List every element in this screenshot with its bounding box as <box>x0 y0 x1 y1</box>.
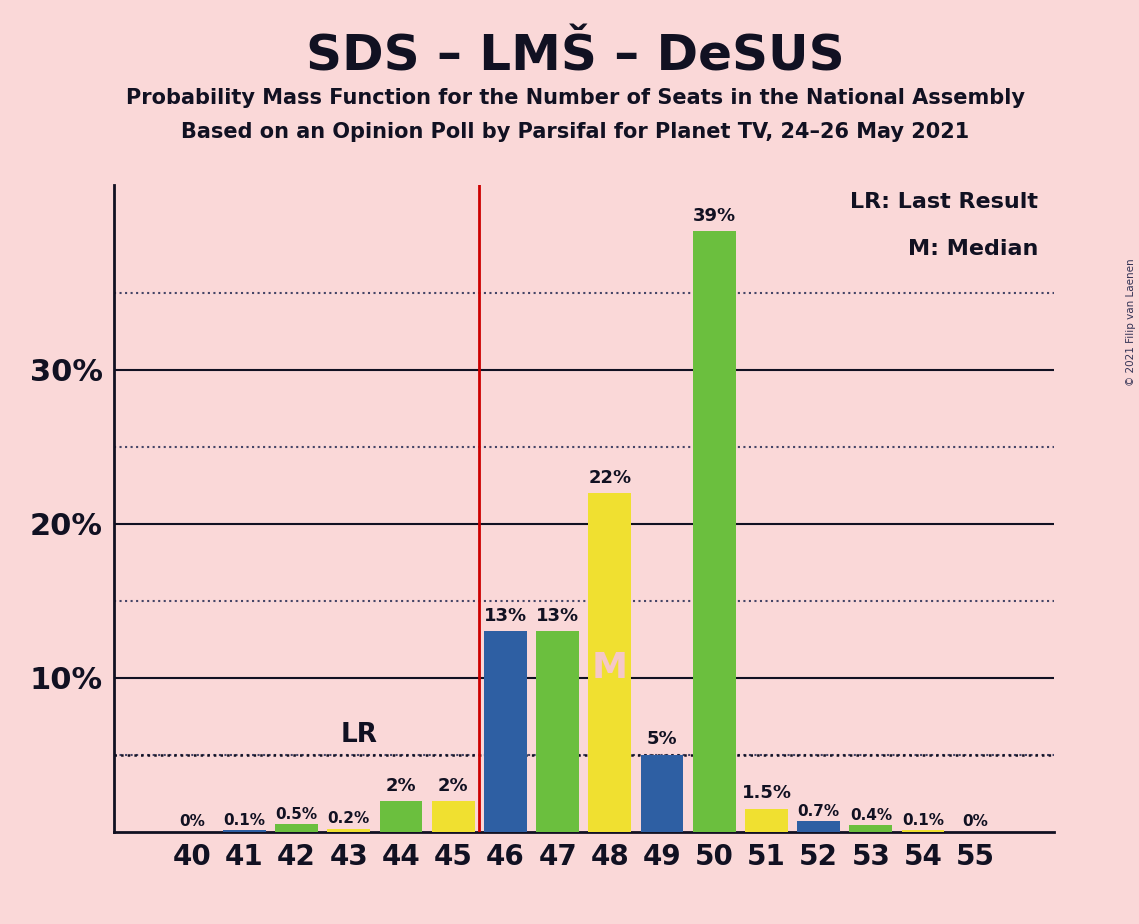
Text: M: M <box>592 651 628 686</box>
Bar <box>693 231 736 832</box>
Text: 0%: 0% <box>179 813 205 829</box>
Text: SDS – LMŠ – DeSUS: SDS – LMŠ – DeSUS <box>306 32 844 80</box>
Bar <box>902 830 944 832</box>
Bar <box>640 755 683 832</box>
Text: 13%: 13% <box>536 607 580 626</box>
Text: 0.4%: 0.4% <box>850 808 892 823</box>
Text: Based on an Opinion Poll by Parsifal for Planet TV, 24–26 May 2021: Based on an Opinion Poll by Parsifal for… <box>181 122 969 142</box>
Text: 0.7%: 0.7% <box>797 804 839 819</box>
Text: 13%: 13% <box>484 607 527 626</box>
Text: 2%: 2% <box>437 777 468 795</box>
Bar <box>432 801 475 832</box>
Text: 5%: 5% <box>647 731 678 748</box>
Text: 0.1%: 0.1% <box>902 813 944 828</box>
Text: LR: LR <box>341 723 378 748</box>
Text: 39%: 39% <box>693 207 736 225</box>
Text: LR: Last Result: LR: Last Result <box>850 192 1038 213</box>
Bar <box>223 830 265 832</box>
Bar <box>276 824 318 832</box>
Text: 1.5%: 1.5% <box>741 784 792 802</box>
Bar <box>797 821 841 832</box>
Text: 0%: 0% <box>962 813 989 829</box>
Bar <box>850 825 892 832</box>
Text: 0.2%: 0.2% <box>328 811 370 826</box>
Text: M: Median: M: Median <box>908 238 1038 259</box>
Text: 2%: 2% <box>386 777 417 795</box>
Text: © 2021 Filip van Laenen: © 2021 Filip van Laenen <box>1126 259 1136 386</box>
Bar <box>484 631 527 832</box>
Text: Probability Mass Function for the Number of Seats in the National Assembly: Probability Mass Function for the Number… <box>125 88 1025 108</box>
Text: 0.1%: 0.1% <box>223 813 265 828</box>
Bar <box>379 801 423 832</box>
Bar <box>589 492 631 832</box>
Text: 22%: 22% <box>588 468 631 487</box>
Bar <box>536 631 579 832</box>
Bar <box>327 829 370 832</box>
Text: 0.5%: 0.5% <box>276 807 318 821</box>
Bar <box>745 808 788 832</box>
